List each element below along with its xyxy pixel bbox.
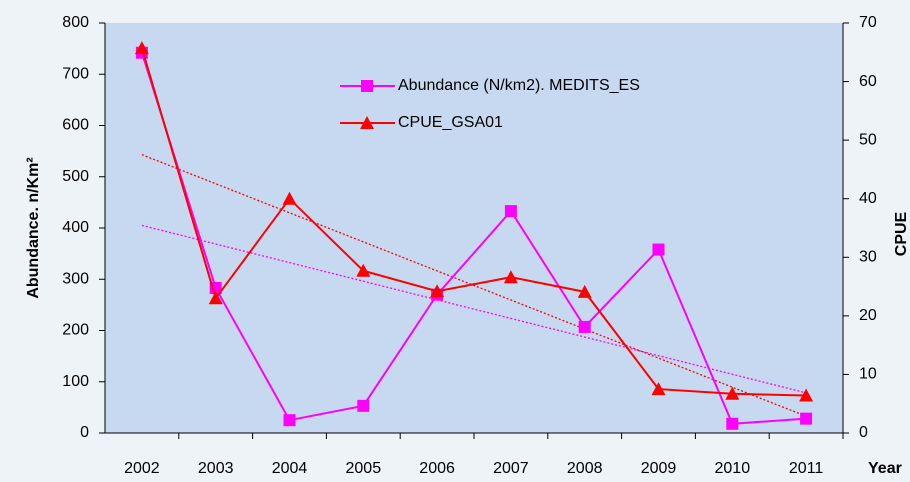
legend-label: Abundance (N/km2). MEDITS_ES xyxy=(398,77,640,94)
y2-tick-label: 30 xyxy=(859,249,877,266)
x-tick-label: 2010 xyxy=(715,460,751,477)
data-point xyxy=(356,263,371,277)
data-point xyxy=(430,284,445,298)
series-line xyxy=(140,52,807,425)
x-tick-label: 2003 xyxy=(198,460,234,477)
legend-marker xyxy=(361,80,373,92)
y2-tick-label: 60 xyxy=(859,73,877,90)
data-point xyxy=(652,243,665,256)
y2-tick-label: 10 xyxy=(859,366,877,383)
x-tick-label: 2005 xyxy=(346,460,382,477)
x-tick-label: 2009 xyxy=(641,460,677,477)
data-point xyxy=(726,417,739,430)
x-axis-label: Year xyxy=(868,460,902,477)
y-tick-label: 200 xyxy=(62,322,89,339)
x-tick-label: 2006 xyxy=(419,460,455,477)
data-point xyxy=(577,284,592,298)
data-point xyxy=(725,386,740,400)
data-point xyxy=(208,291,223,305)
y-tick-label: 500 xyxy=(62,168,89,185)
data-point xyxy=(357,399,370,412)
y2-tick-label: 40 xyxy=(859,190,877,207)
plot-area xyxy=(105,23,843,433)
y2-tick-label: 50 xyxy=(859,131,877,148)
data-point xyxy=(282,191,297,205)
y2-tick-label: 70 xyxy=(859,14,877,31)
y-tick-label: 100 xyxy=(62,373,89,390)
legend-marker xyxy=(360,116,374,129)
y-tick-label: 400 xyxy=(62,219,89,236)
x-tick-label: 2011 xyxy=(789,460,824,477)
data-point xyxy=(578,320,591,333)
x-tick-label: 2004 xyxy=(272,460,308,477)
data-point xyxy=(283,414,296,427)
y-tick-label: 300 xyxy=(62,270,89,287)
trend-line xyxy=(141,154,807,417)
x-tick-label: 2007 xyxy=(493,460,529,477)
x-tick-label: 2002 xyxy=(124,460,160,477)
data-point xyxy=(651,382,666,396)
x-tick-label: 2008 xyxy=(567,460,603,477)
legend-label: CPUE_GSA01 xyxy=(398,114,503,131)
data-point xyxy=(503,270,518,284)
y2-tick-label: 0 xyxy=(859,424,868,441)
y2-axis-label: CPUE xyxy=(893,211,910,256)
data-point xyxy=(799,388,814,402)
series-line xyxy=(140,47,807,397)
y-tick-label: 700 xyxy=(62,65,89,82)
data-point xyxy=(134,41,149,55)
y-axis-label: Abundance. n/Km² xyxy=(25,157,42,298)
y2-tick-label: 20 xyxy=(859,307,877,324)
data-point xyxy=(504,205,517,218)
data-point xyxy=(800,412,813,425)
y-tick-label: 0 xyxy=(80,424,89,441)
y-tick-label: 600 xyxy=(62,117,89,134)
y-tick-label: 800 xyxy=(62,14,89,31)
